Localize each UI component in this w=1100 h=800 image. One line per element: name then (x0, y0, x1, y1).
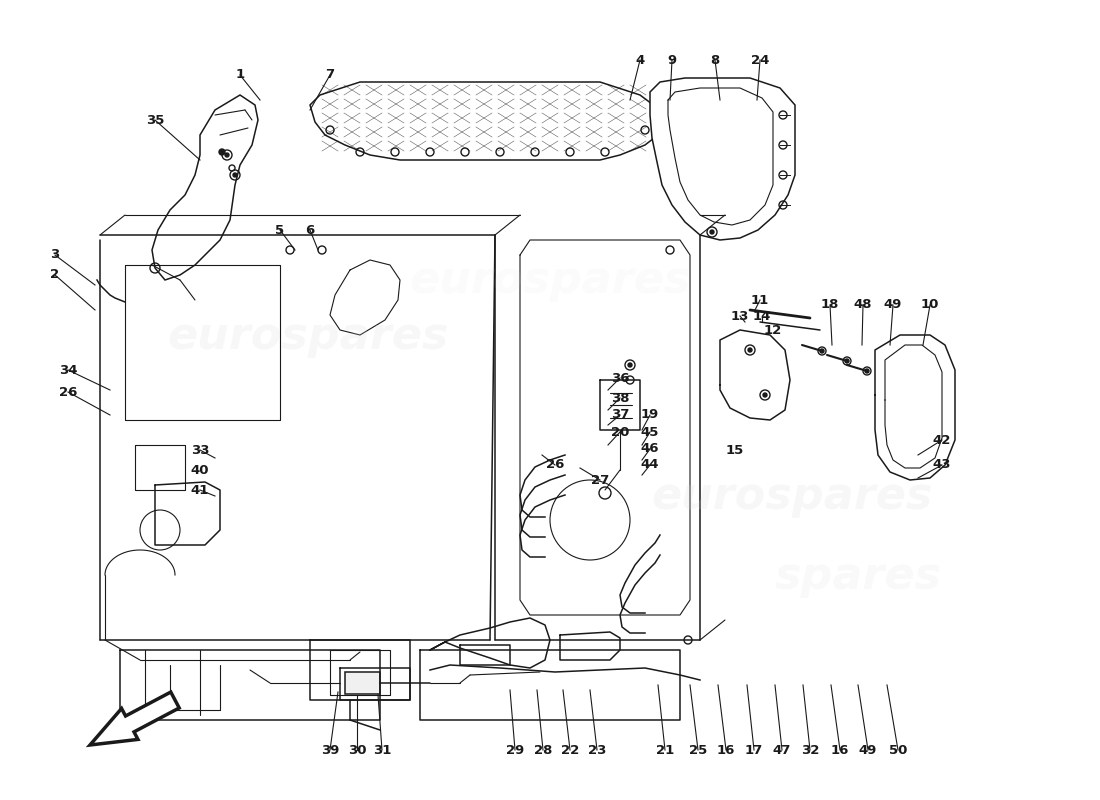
Text: 47: 47 (773, 743, 791, 757)
Circle shape (219, 149, 225, 155)
Text: 13: 13 (730, 310, 749, 322)
Text: 41: 41 (190, 483, 209, 497)
Text: 26: 26 (58, 386, 77, 398)
Circle shape (763, 393, 767, 397)
Text: 22: 22 (561, 743, 579, 757)
Text: 43: 43 (933, 458, 952, 471)
Text: 32: 32 (801, 743, 820, 757)
Text: 27: 27 (591, 474, 609, 486)
Text: 1: 1 (235, 69, 244, 82)
Text: 20: 20 (610, 426, 629, 438)
Polygon shape (345, 672, 379, 694)
Text: 34: 34 (58, 363, 77, 377)
Text: 25: 25 (689, 743, 707, 757)
Text: 23: 23 (587, 743, 606, 757)
Text: 4: 4 (636, 54, 645, 66)
Text: 15: 15 (726, 443, 744, 457)
Polygon shape (310, 82, 660, 160)
Text: 18: 18 (821, 298, 839, 311)
Text: eurospares: eurospares (651, 474, 933, 518)
Text: 29: 29 (506, 743, 524, 757)
Text: eurospares: eurospares (167, 314, 449, 358)
Circle shape (628, 363, 632, 367)
Text: 17: 17 (745, 743, 763, 757)
Text: 40: 40 (190, 463, 209, 477)
FancyArrow shape (90, 692, 179, 745)
Text: eurospares: eurospares (409, 258, 691, 302)
Text: 9: 9 (668, 54, 676, 66)
Text: 5: 5 (275, 223, 285, 237)
Text: 10: 10 (921, 298, 939, 311)
Text: 38: 38 (610, 391, 629, 405)
Text: 49: 49 (859, 743, 877, 757)
Text: 16: 16 (717, 743, 735, 757)
Text: spares: spares (774, 554, 942, 598)
Text: 19: 19 (641, 409, 659, 422)
Text: 14: 14 (752, 310, 771, 322)
Text: 33: 33 (190, 443, 209, 457)
Text: 16: 16 (830, 743, 849, 757)
Circle shape (845, 359, 849, 363)
Text: 7: 7 (326, 69, 334, 82)
Text: 35: 35 (146, 114, 164, 126)
Polygon shape (152, 95, 258, 280)
Text: 42: 42 (933, 434, 952, 446)
Text: 31: 31 (373, 743, 392, 757)
Circle shape (865, 369, 869, 373)
Text: 45: 45 (641, 426, 659, 438)
Circle shape (226, 153, 229, 157)
Text: 49: 49 (883, 298, 902, 311)
Text: 50: 50 (889, 743, 908, 757)
Polygon shape (650, 78, 795, 240)
Text: 26: 26 (546, 458, 564, 471)
Text: 6: 6 (306, 223, 315, 237)
Text: 36: 36 (610, 371, 629, 385)
Circle shape (748, 348, 752, 352)
Circle shape (820, 349, 824, 353)
Text: 28: 28 (534, 743, 552, 757)
Text: 8: 8 (711, 54, 719, 66)
Text: 30: 30 (348, 743, 366, 757)
Text: 2: 2 (51, 269, 59, 282)
Text: 3: 3 (51, 249, 59, 262)
Text: 12: 12 (763, 323, 782, 337)
Text: 11: 11 (751, 294, 769, 306)
Text: 39: 39 (321, 743, 339, 757)
Text: 21: 21 (656, 743, 674, 757)
Text: 48: 48 (854, 298, 872, 311)
Text: 24: 24 (751, 54, 769, 66)
Circle shape (233, 173, 236, 177)
Text: 44: 44 (640, 458, 659, 471)
Text: 37: 37 (610, 409, 629, 422)
Text: 46: 46 (640, 442, 659, 455)
Circle shape (710, 230, 714, 234)
